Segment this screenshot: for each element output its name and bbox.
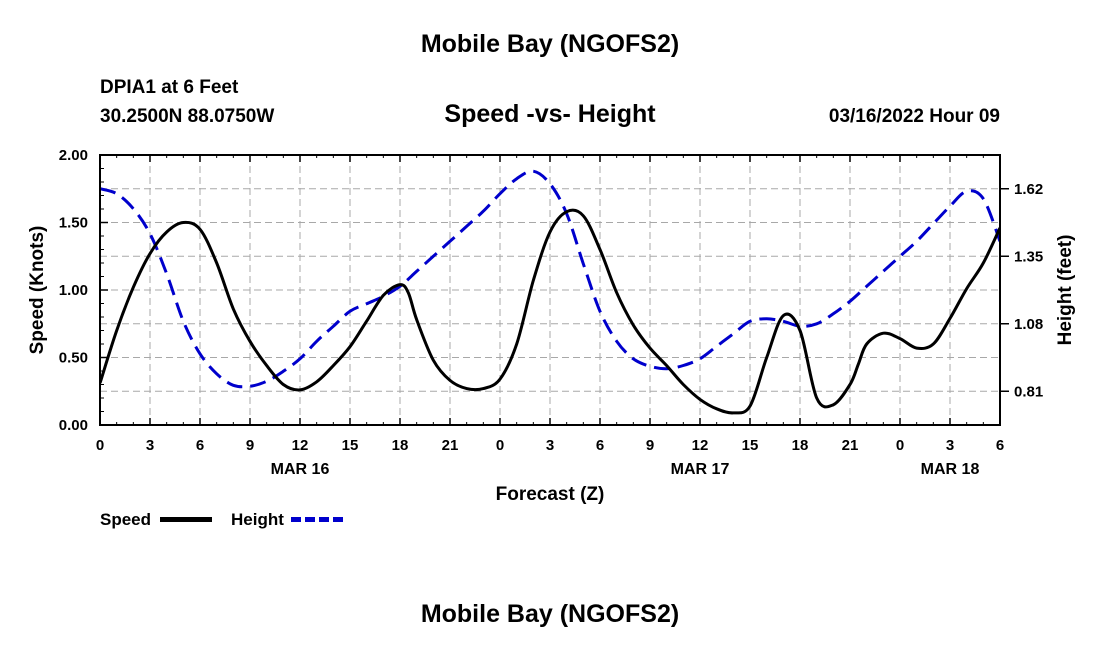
legend-height-swatch: [291, 517, 343, 522]
y-tick-label: 1.00: [59, 282, 88, 299]
station-label: DPIA1 at 6 Feet: [100, 77, 239, 98]
x-tick-label: 18: [392, 437, 409, 454]
x-tick-label: 9: [246, 437, 254, 454]
chart-title: Speed -vs- Height: [444, 100, 656, 128]
x-tick-label: 12: [292, 437, 309, 454]
series-layer: [100, 169, 1000, 415]
y-tick-label: 2.00: [59, 147, 88, 164]
x-tick-label: 0: [496, 437, 504, 454]
y2-tick-label: 1.35: [1014, 248, 1043, 265]
y2-tick-label: 1.62: [1014, 181, 1043, 198]
x-tick-label: 0: [896, 437, 904, 454]
date-label: MAR 17: [671, 461, 730, 478]
y2-tick-label: 0.81: [1014, 383, 1043, 400]
forecast-datetime: 03/16/2022 Hour 09: [828, 106, 1000, 127]
legend-height-label: Height: [231, 510, 284, 529]
x-tick-label: 3: [946, 437, 954, 454]
speed-series-line: [100, 208, 1000, 415]
page-title: Mobile Bay (NGOFS2): [420, 30, 680, 58]
x-tick-label: 3: [546, 437, 554, 454]
x-tick-label: 18: [792, 437, 809, 454]
height-series-line: [100, 169, 1000, 389]
x-tick-label: 6: [596, 437, 604, 454]
legend-speed-label: Speed: [100, 510, 152, 529]
date-label: MAR 16: [271, 461, 330, 478]
x-tick-label: 12: [692, 437, 709, 454]
y-tick-label: 1.50: [59, 215, 88, 232]
x-tick-label: 9: [646, 437, 654, 454]
y2-axis-label: Height (feet): [1055, 235, 1076, 346]
x-tick-label: 21: [842, 437, 859, 454]
x-tick-label: 3: [146, 437, 154, 454]
x-tick-label: 0: [96, 437, 104, 454]
y-tick-label: 0.00: [59, 417, 88, 434]
station-coordinates: 30.2500N 88.0750W: [100, 106, 275, 127]
y2-tick-label: 1.08: [1014, 316, 1043, 333]
axes: 0 3 6 9 12 15 18 21 0 3 6 9 12 15 18 21 0 3 6 MAR 16 MAR 17 M…: [59, 147, 1043, 478]
x-tick-label: 15: [342, 437, 359, 454]
legend-speed-swatch: [160, 517, 212, 522]
grid: [100, 155, 1000, 425]
date-label: MAR 18: [921, 461, 980, 478]
x-tick-label: 6: [196, 437, 204, 454]
footer-title: Mobile Bay (NGOFS2): [420, 600, 680, 628]
x-tick-label: 15: [742, 437, 759, 454]
x-axis-label: Forecast (Z): [496, 484, 605, 505]
y-axis-label: Speed (Knots): [27, 226, 48, 355]
x-tick-label: 21: [442, 437, 459, 454]
x-tick-label: 6: [996, 437, 1004, 454]
y-tick-label: 0.50: [59, 350, 88, 367]
